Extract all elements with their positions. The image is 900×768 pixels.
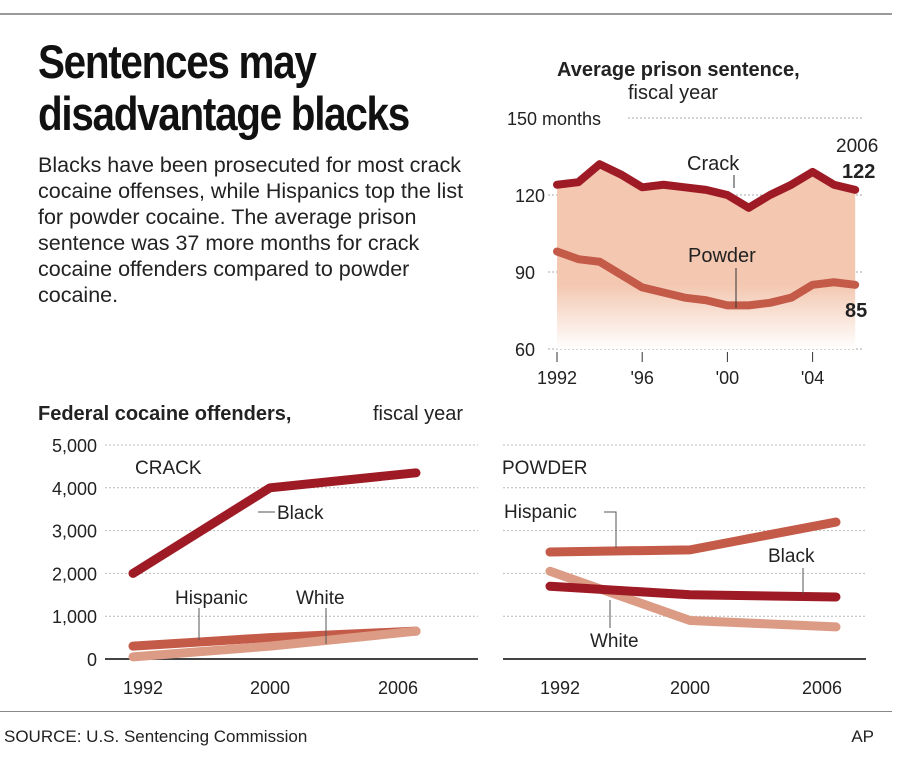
footer-rule	[0, 711, 892, 712]
chart-title: Average prison sentence,	[557, 59, 800, 81]
x-tick-label: 2000	[250, 678, 290, 698]
powder-hispanic-line	[545, 517, 841, 557]
powder-black-label: Black	[768, 546, 815, 567]
chart-subtitle: fiscal year	[628, 82, 718, 104]
y-tick-label: 1,000	[52, 607, 97, 627]
average-sentence-chart: Average prison sentence, fiscal year 60 9…	[507, 59, 878, 388]
crack-sentence-line	[553, 160, 860, 212]
x-tick-label: '96	[630, 368, 653, 388]
crack-white-label: White	[296, 588, 345, 609]
x-tick-label: 2006	[378, 678, 418, 698]
x-tick-label: '00	[716, 368, 739, 388]
x-tick-label: 1992	[537, 368, 577, 388]
powder-black-line	[545, 581, 841, 602]
y-tick-label: 90	[515, 263, 535, 283]
crack-panel-label: CRACK	[135, 458, 202, 479]
description: Blacks have been prosecuted for most cra…	[38, 153, 464, 307]
crack-label: Crack	[687, 153, 740, 175]
powder-hispanic-leader	[604, 511, 617, 548]
y-tick-label: 60	[515, 340, 535, 360]
y-tick-label: 0	[87, 650, 97, 670]
powder-end-value: 85	[845, 300, 867, 322]
offenders-charts: Federal cocaine offenders, fiscal year 0…	[38, 403, 866, 698]
powder-white-label: White	[590, 631, 639, 652]
powder-sentence-line	[553, 247, 860, 310]
x-tick-label: 1992	[123, 678, 163, 698]
top-rule	[0, 13, 892, 15]
y-tick-label: 4,000	[52, 479, 97, 499]
crack-white-line	[128, 626, 421, 662]
x-tick-label: '04	[801, 368, 824, 388]
offenders-title: Federal cocaine offenders,	[38, 403, 291, 425]
crack-hispanic-label: Hispanic	[175, 588, 248, 609]
y-tick-label: 2,000	[52, 564, 97, 584]
x-tick-label: 2000	[670, 678, 710, 698]
y-tick-label: 150 months	[507, 109, 601, 129]
x-tick-label: 1992	[540, 678, 580, 698]
offenders-subtitle: fiscal year	[373, 403, 463, 425]
y-tick-label: 120	[515, 186, 545, 206]
crack-black-line	[128, 468, 421, 578]
crack-end-value: 122	[842, 161, 875, 183]
crack-black-label: Black	[277, 503, 324, 524]
credit: AP	[851, 727, 874, 746]
x-tick-label: 2006	[802, 678, 842, 698]
powder-label: Powder	[688, 245, 756, 267]
headline: Sentences may disadvantage blacks	[38, 35, 410, 140]
powder-panel-label: POWDER	[502, 458, 588, 479]
y-tick-label: 3,000	[52, 522, 97, 542]
end-year-label: 2006	[836, 136, 878, 157]
powder-hispanic-label: Hispanic	[504, 502, 577, 523]
y-tick-label: 5,000	[52, 436, 97, 456]
source-note: SOURCE: U.S. Sentencing Commission	[4, 727, 308, 746]
